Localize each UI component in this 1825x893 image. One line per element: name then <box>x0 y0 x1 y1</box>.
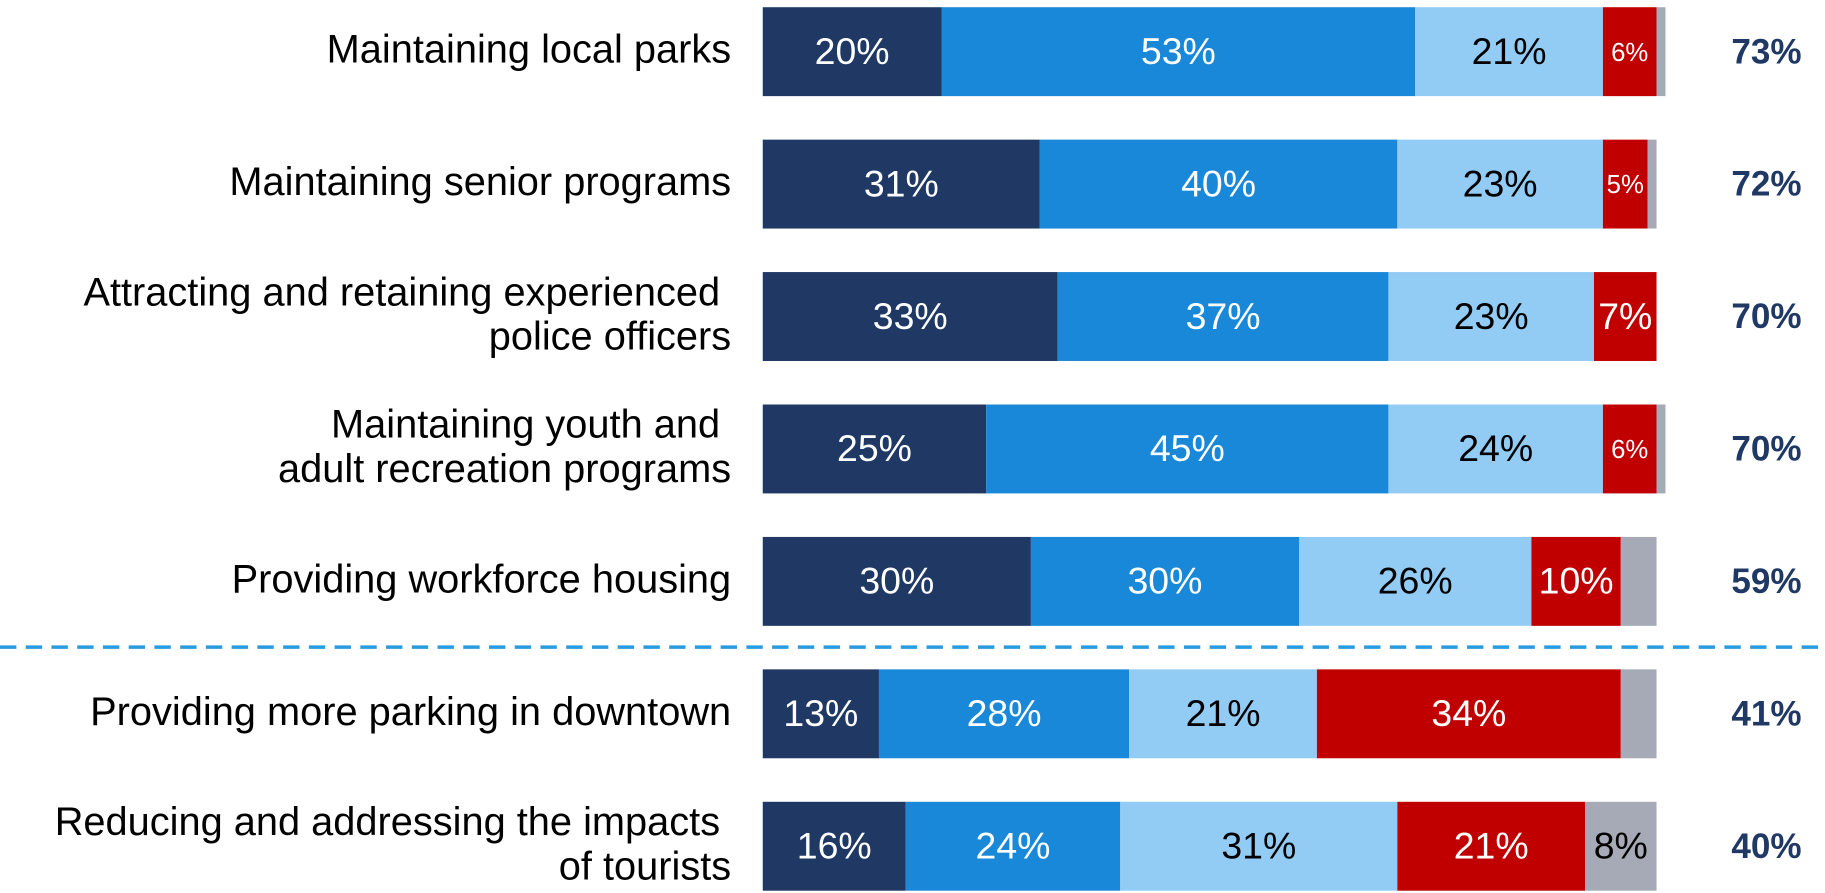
bar-segment <box>762 139 1040 229</box>
bar-segment <box>986 404 1389 494</box>
data-label: 21% <box>1454 824 1529 866</box>
data-label: 7% <box>1598 295 1652 337</box>
bar-segment <box>1397 139 1603 229</box>
bar-segment <box>1388 404 1603 494</box>
data-label: 6% <box>1611 39 1648 67</box>
category-label: Maintaining senior programs <box>229 160 731 204</box>
category-label: Maintaining youth and adult recreation p… <box>278 402 731 490</box>
data-label: 31% <box>864 162 939 204</box>
data-label: 6% <box>1611 436 1648 464</box>
data-label: 31% <box>1221 824 1296 866</box>
total-label: 70% <box>1731 297 1801 336</box>
data-label: 24% <box>976 824 1051 866</box>
data-label: 23% <box>1463 162 1538 204</box>
data-label: 53% <box>1141 30 1216 72</box>
bar-segment <box>1030 536 1300 626</box>
data-label: 24% <box>1458 427 1533 469</box>
data-label: 10% <box>1539 560 1614 602</box>
bar-segment <box>1299 536 1532 626</box>
total-label: 70% <box>1731 430 1801 469</box>
bar-segment <box>762 669 879 759</box>
bar-segment <box>905 801 1121 891</box>
data-label: 20% <box>815 30 890 72</box>
bar-segment <box>1120 801 1398 891</box>
total-label: 72% <box>1731 165 1801 204</box>
bar-segment <box>941 7 1416 97</box>
bar-segment <box>1602 139 1648 229</box>
bar-segment <box>1620 669 1657 759</box>
bar-segment <box>1397 801 1586 891</box>
data-label: 13% <box>783 692 858 734</box>
data-label: 21% <box>1186 692 1261 734</box>
data-label: 25% <box>837 427 912 469</box>
bar-segment <box>1593 272 1657 361</box>
category-label: Attracting and retaining experienced pol… <box>83 270 731 358</box>
category-label: Providing more parking in downtown <box>90 689 731 733</box>
total-label: 59% <box>1731 562 1801 601</box>
category-label: Reducing and addressing the impacts of t… <box>55 800 731 888</box>
bar-segment <box>762 801 906 891</box>
total-label: 40% <box>1731 827 1801 866</box>
bar-segment <box>762 404 987 494</box>
total-label: 41% <box>1731 694 1801 733</box>
data-label: 21% <box>1472 30 1547 72</box>
bar-segment <box>762 536 1031 626</box>
bar-segment <box>1057 272 1389 361</box>
category-label: Maintaining local parks <box>327 27 731 71</box>
data-label: 30% <box>859 560 934 602</box>
data-label: 16% <box>797 824 872 866</box>
total-label: 73% <box>1731 32 1801 71</box>
data-label: 34% <box>1431 692 1506 734</box>
bar-segment <box>1585 801 1657 891</box>
bar-segment <box>1415 7 1603 97</box>
data-label: 5% <box>1607 171 1644 199</box>
bar-segment <box>762 7 942 97</box>
data-label: 23% <box>1454 295 1529 337</box>
data-label: 45% <box>1150 427 1225 469</box>
data-label: 8% <box>1594 824 1648 866</box>
data-label: 40% <box>1181 162 1256 204</box>
bar-segment <box>1620 536 1657 626</box>
bar-segment <box>1647 139 1657 229</box>
data-label: 28% <box>967 692 1042 734</box>
bar-segment <box>1316 669 1621 759</box>
bar-segment <box>1656 404 1666 494</box>
data-label: 30% <box>1128 560 1203 602</box>
bar-segment <box>1388 272 1594 361</box>
bar-segment <box>1039 139 1398 229</box>
bar-segment <box>1602 404 1657 494</box>
bar-segment <box>1531 536 1621 626</box>
data-label: 26% <box>1378 560 1453 602</box>
bar-segment <box>1129 669 1317 759</box>
data-label: 33% <box>873 295 948 337</box>
category-label: Providing workforce housing <box>232 557 732 601</box>
data-label: 37% <box>1186 295 1261 337</box>
bar-segment <box>1656 7 1666 97</box>
bar-segment <box>762 272 1058 361</box>
bar-segment <box>878 669 1130 759</box>
bar-segment <box>1602 7 1657 97</box>
